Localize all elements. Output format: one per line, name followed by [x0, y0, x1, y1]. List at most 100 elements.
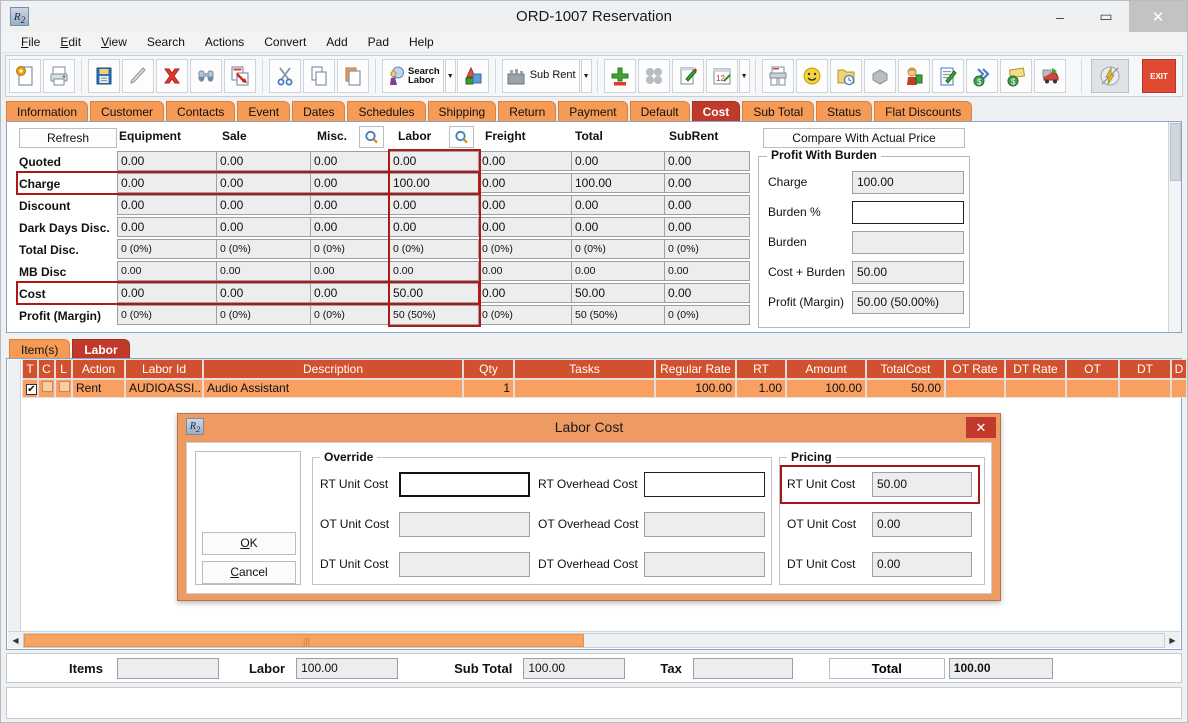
cell-quoted-subrent[interactable]: 0.00 — [664, 151, 750, 171]
table-row-cell-dt-rate[interactable] — [1005, 379, 1066, 398]
new-document-icon[interactable] — [9, 59, 41, 93]
cell-cost-sale[interactable]: 0.00 — [216, 283, 311, 303]
tab-event[interactable]: Event — [237, 101, 291, 122]
cell-discount-misc[interactable]: 0.00 — [310, 195, 390, 215]
cell-totaldisc-subrent[interactable]: 0 (0%) — [664, 239, 750, 259]
cell-profit-misc[interactable]: 0 (0%) — [310, 305, 390, 325]
cell-mbdisc-equipment[interactable]: 0.00 — [117, 261, 217, 281]
cell-discount-labor[interactable]: 0.00 — [389, 195, 479, 215]
grid-header-ot[interactable]: OT — [1066, 359, 1119, 379]
table-row-cell-ot-rate[interactable] — [945, 379, 1005, 398]
cell-darkdays-freight[interactable]: 0.00 — [478, 217, 572, 237]
tab-flat-discounts[interactable]: Flat Discounts — [874, 101, 973, 122]
table-row-cell-action[interactable]: Rent — [72, 379, 125, 398]
menu-search[interactable]: Search — [146, 34, 185, 49]
cell-quoted-total[interactable]: 0.00 — [571, 151, 665, 171]
labor-search-icon[interactable] — [449, 126, 474, 148]
table-row-cell-description[interactable]: Audio Assistant — [203, 379, 463, 398]
cell-profit-labor[interactable]: 50 (50%) — [389, 305, 479, 325]
cell-profit-equipment[interactable]: 0 (0%) — [117, 305, 217, 325]
grid-header-c[interactable]: C — [38, 359, 55, 379]
cell-totaldisc-total[interactable]: 0 (0%) — [571, 239, 665, 259]
cell-darkdays-labor[interactable]: 0.00 — [389, 217, 479, 237]
override-input-rt-unit-cost[interactable] — [399, 472, 530, 497]
cell-darkdays-misc[interactable]: 0.00 — [310, 217, 390, 237]
grid-header-action[interactable]: Action — [72, 359, 125, 379]
grid-header-dt-rate[interactable]: DT Rate — [1005, 359, 1066, 379]
scroll-left-arrow-icon[interactable]: ◀ — [8, 632, 23, 648]
tab-shipping[interactable]: Shipping — [427, 101, 497, 122]
dialog-close-icon[interactable]: ✕ — [966, 417, 996, 438]
table-row-cell-qty[interactable]: 1 — [463, 379, 514, 398]
subtab-items[interactable]: Item(s) — [9, 339, 71, 359]
cell-charge-total[interactable]: 100.00 — [571, 173, 665, 193]
reports-icon[interactable] — [761, 59, 794, 93]
tab-default[interactable]: Default — [629, 101, 690, 122]
grid-header-qty[interactable]: Qty — [463, 359, 514, 379]
cell-totaldisc-labor[interactable]: 0 (0%) — [389, 239, 479, 259]
cell-mbdisc-misc[interactable]: 0.00 — [310, 261, 390, 281]
cell-profit-sale[interactable]: 0 (0%) — [216, 305, 311, 325]
table-row-cell-t[interactable]: ✔ — [22, 379, 38, 398]
table-row-cell-d[interactable] — [1171, 379, 1187, 398]
cell-discount-total[interactable]: 0.00 — [571, 195, 665, 215]
menu-pad[interactable]: Pad — [367, 34, 390, 49]
cell-darkdays-sale[interactable]: 0.00 — [216, 217, 311, 237]
table-row-cell-c[interactable] — [38, 379, 55, 398]
cell-cost-labor[interactable]: 50.00 — [389, 283, 479, 303]
print-icon[interactable] — [43, 59, 75, 93]
tab-customer[interactable]: Customer — [90, 101, 165, 122]
tab-status[interactable]: Status — [816, 101, 873, 122]
table-row-cell-total-cost[interactable]: 50.00 — [866, 379, 945, 398]
folder-clock-icon[interactable] — [829, 59, 862, 93]
table-row-cell-labor-id[interactable]: AUDIOASSI... — [125, 379, 203, 398]
cell-cost-freight[interactable]: 0.00 — [478, 283, 572, 303]
cell-darkdays-subrent[interactable]: 0.00 — [664, 217, 750, 237]
maximize-icon[interactable]: ▭ — [1099, 8, 1113, 24]
cell-mbdisc-labor[interactable]: 0.00 — [389, 261, 479, 281]
cell-cost-total[interactable]: 50.00 — [571, 283, 665, 303]
misc-search-icon[interactable] — [359, 126, 384, 148]
override-input-rt-overhead-cost[interactable] — [644, 472, 765, 497]
smiley-icon[interactable] — [795, 59, 828, 93]
cell-charge-freight[interactable]: 0.00 — [478, 173, 572, 193]
cell-mbdisc-subrent[interactable]: 0.00 — [664, 261, 750, 281]
tab-schedules[interactable]: Schedules — [347, 101, 426, 122]
sub-rent-icon[interactable]: Sub Rent — [501, 59, 580, 93]
cell-profit-subrent[interactable]: 0 (0%) — [664, 305, 750, 325]
close-icon[interactable]: ✕ — [1129, 1, 1187, 32]
grid-header-t[interactable]: T — [22, 359, 38, 379]
grid-header-amount[interactable]: Amount — [786, 359, 866, 379]
truck-delivery-icon[interactable] — [1033, 59, 1066, 93]
cell-charge-equipment[interactable]: 0.00 — [117, 173, 217, 193]
grid-header-description[interactable]: Description — [203, 359, 463, 379]
cell-profit-total[interactable]: 50 (50%) — [571, 305, 665, 325]
cancel-button[interactable]: Cancel — [202, 561, 296, 584]
refresh-button[interactable]: Refresh — [19, 128, 117, 148]
edit-pencil-icon[interactable] — [122, 59, 154, 93]
edit-note-icon[interactable] — [931, 59, 964, 93]
table-row-cell-ot[interactable] — [1066, 379, 1119, 398]
cell-totaldisc-equipment[interactable]: 0 (0%) — [117, 239, 217, 259]
cell-charge-sale[interactable]: 0.00 — [216, 173, 311, 193]
row-t-checkbox[interactable]: ✔ — [26, 384, 37, 395]
cell-cost-misc[interactable]: 0.00 — [310, 283, 390, 303]
tab-information[interactable]: Information — [6, 101, 89, 122]
grid-header-l[interactable]: L — [55, 359, 72, 379]
cell-charge-misc[interactable]: 0.00 — [310, 173, 390, 193]
grid-header-ot-rate[interactable]: OT Rate — [945, 359, 1005, 379]
cell-discount-equipment[interactable]: 0.00 — [117, 195, 217, 215]
grey-box-icon[interactable] — [863, 59, 896, 93]
crew-icon[interactable] — [897, 59, 930, 93]
grid-header-dt[interactable]: DT — [1119, 359, 1171, 379]
grid-header-total-cost[interactable]: TotalCost — [866, 359, 945, 379]
search-labor-icon[interactable]: Search Labor — [382, 59, 444, 93]
exit-icon[interactable]: EXIT — [1142, 59, 1176, 93]
tab-cost[interactable]: Cost — [691, 101, 741, 122]
cell-quoted-freight[interactable]: 0.00 — [478, 151, 572, 171]
cell-quoted-equipment[interactable]: 0.00 — [117, 151, 217, 171]
table-row-cell-dt[interactable] — [1119, 379, 1171, 398]
paste-special-icon[interactable] — [224, 59, 256, 93]
search-labor-dropdown-icon[interactable]: ▼ — [444, 59, 456, 93]
cell-discount-sale[interactable]: 0.00 — [216, 195, 311, 215]
